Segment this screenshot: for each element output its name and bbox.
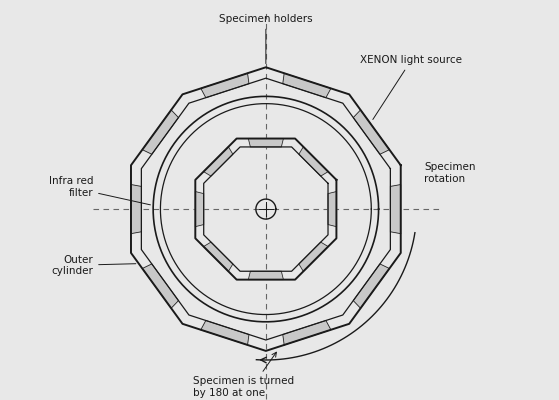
Polygon shape — [203, 147, 233, 176]
Polygon shape — [203, 242, 233, 271]
Text: Specimen holders: Specimen holders — [219, 14, 312, 64]
Polygon shape — [131, 184, 141, 234]
Polygon shape — [248, 271, 283, 280]
Polygon shape — [328, 192, 337, 227]
Polygon shape — [283, 320, 331, 345]
Polygon shape — [353, 264, 390, 308]
Polygon shape — [353, 110, 390, 154]
Text: Infra red
filter: Infra red filter — [49, 176, 150, 205]
Polygon shape — [201, 73, 249, 98]
Polygon shape — [195, 192, 203, 227]
Text: XENON light source: XENON light source — [361, 55, 462, 120]
Polygon shape — [299, 147, 328, 176]
Polygon shape — [283, 73, 331, 98]
Polygon shape — [143, 110, 178, 154]
Text: Specimen is turned
by 180 at one
point in each
cycle: Specimen is turned by 180 at one point i… — [193, 352, 294, 400]
Polygon shape — [299, 242, 328, 271]
Polygon shape — [201, 320, 249, 345]
Polygon shape — [248, 138, 283, 147]
Text: Outer
cylinder: Outer cylinder — [51, 254, 136, 276]
Polygon shape — [143, 264, 178, 308]
Text: Specimen
rotation: Specimen rotation — [424, 162, 476, 184]
Polygon shape — [390, 184, 401, 234]
